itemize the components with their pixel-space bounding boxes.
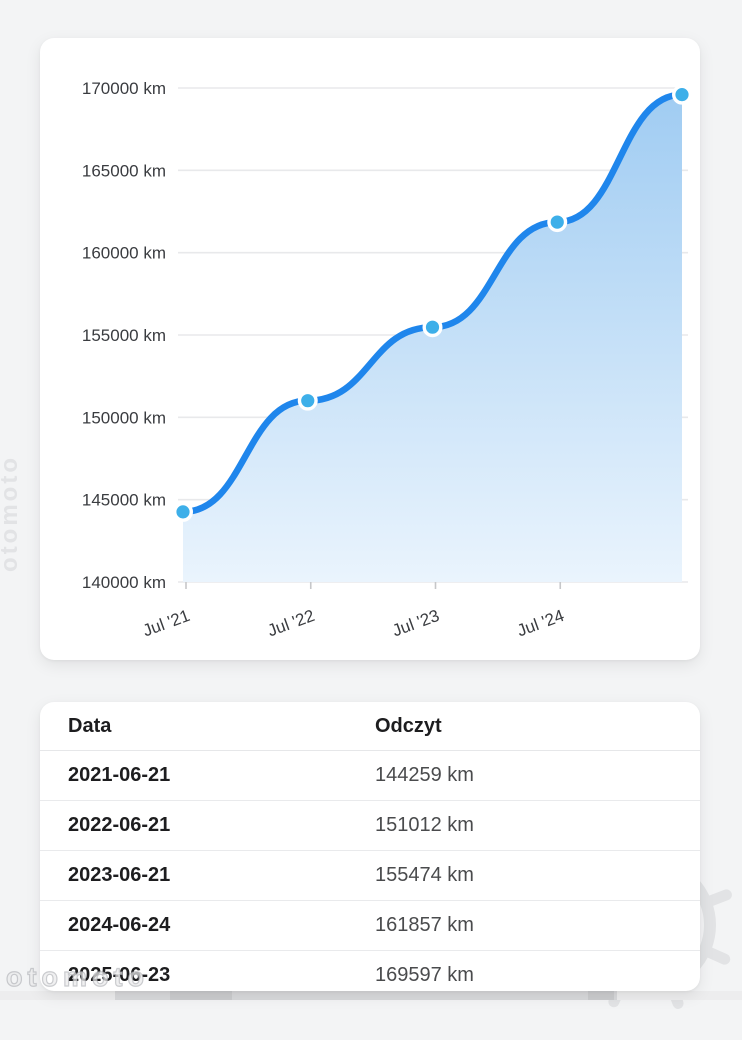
cell-date: 2021-06-21 (68, 764, 171, 786)
y-axis-label: 145000 km (82, 491, 166, 510)
cell-reading: 169597 km (375, 964, 474, 986)
chart-card: 170000 km 165000 km 160000 km 155000 km 1500… (40, 38, 700, 660)
wheel-spoke (699, 944, 731, 965)
watermark-otomoto-left: otomoto (0, 455, 23, 572)
data-point[interactable] (547, 212, 568, 233)
x-axis-label: Jul '21 (140, 606, 192, 640)
table-row: 2023-06-21 155474 km (40, 851, 700, 901)
y-axis-label: 150000 km (82, 408, 166, 427)
data-point[interactable] (172, 501, 193, 522)
x-axis-label: Jul '22 (265, 606, 317, 640)
table-row: 2025-06-23 169597 km (40, 951, 700, 991)
y-axis-label: 170000 km (82, 79, 166, 98)
bottom-strip (0, 991, 742, 1000)
table-row: 2024-06-24 161857 km (40, 901, 700, 951)
bottom-strip-dark-segment (588, 991, 614, 1000)
y-axis-label: 140000 km (82, 573, 166, 592)
x-axis-label: Jul '23 (390, 606, 442, 640)
bottom-strip-dark-segment (170, 991, 232, 1000)
y-axis-label: 160000 km (82, 244, 166, 263)
cell-reading: 161857 km (375, 914, 474, 936)
area-fill (183, 94, 682, 583)
cell-reading: 144259 km (375, 764, 474, 786)
cell-date: 2022-06-21 (68, 814, 171, 836)
cell-date: 2024-06-24 (68, 914, 171, 936)
bottom-strip-segment (115, 991, 617, 1000)
data-point[interactable] (297, 390, 318, 411)
table-row: 2022-06-21 151012 km (40, 801, 700, 851)
cell-reading: 151012 km (375, 814, 474, 836)
y-axis-label: 155000 km (82, 326, 166, 345)
table-row: 2021-06-21 144259 km (40, 751, 700, 801)
x-axis-label: Jul '24 (514, 606, 566, 640)
header-cell-reading: Odczyt (375, 714, 442, 737)
watermark-otomoto-bottom: otomoto (5, 961, 149, 992)
table-body: 2021-06-21 144259 km 2022-06-21 151012 km 20… (40, 751, 700, 991)
data-point[interactable] (672, 84, 693, 105)
cell-reading: 155474 km (375, 864, 474, 886)
mileage-table-card: Data Odczyt 2021-06-21 144259 km 2022-06-2… (40, 702, 700, 991)
mileage-history-chart[interactable]: 170000 km 165000 km 160000 km 155000 km 1500… (40, 38, 700, 660)
cell-date: 2023-06-21 (68, 864, 171, 886)
y-axis-label: 165000 km (82, 161, 166, 180)
page-background: 170000 km 165000 km 160000 km 155000 km 1500… (0, 38, 742, 1009)
table-header-row: Data Odczyt (40, 702, 700, 751)
wheel-spoke (700, 889, 732, 909)
header-cell-date: Data (68, 714, 112, 737)
cell-date: 2025-06-23 (68, 964, 171, 986)
data-point[interactable] (422, 317, 443, 338)
